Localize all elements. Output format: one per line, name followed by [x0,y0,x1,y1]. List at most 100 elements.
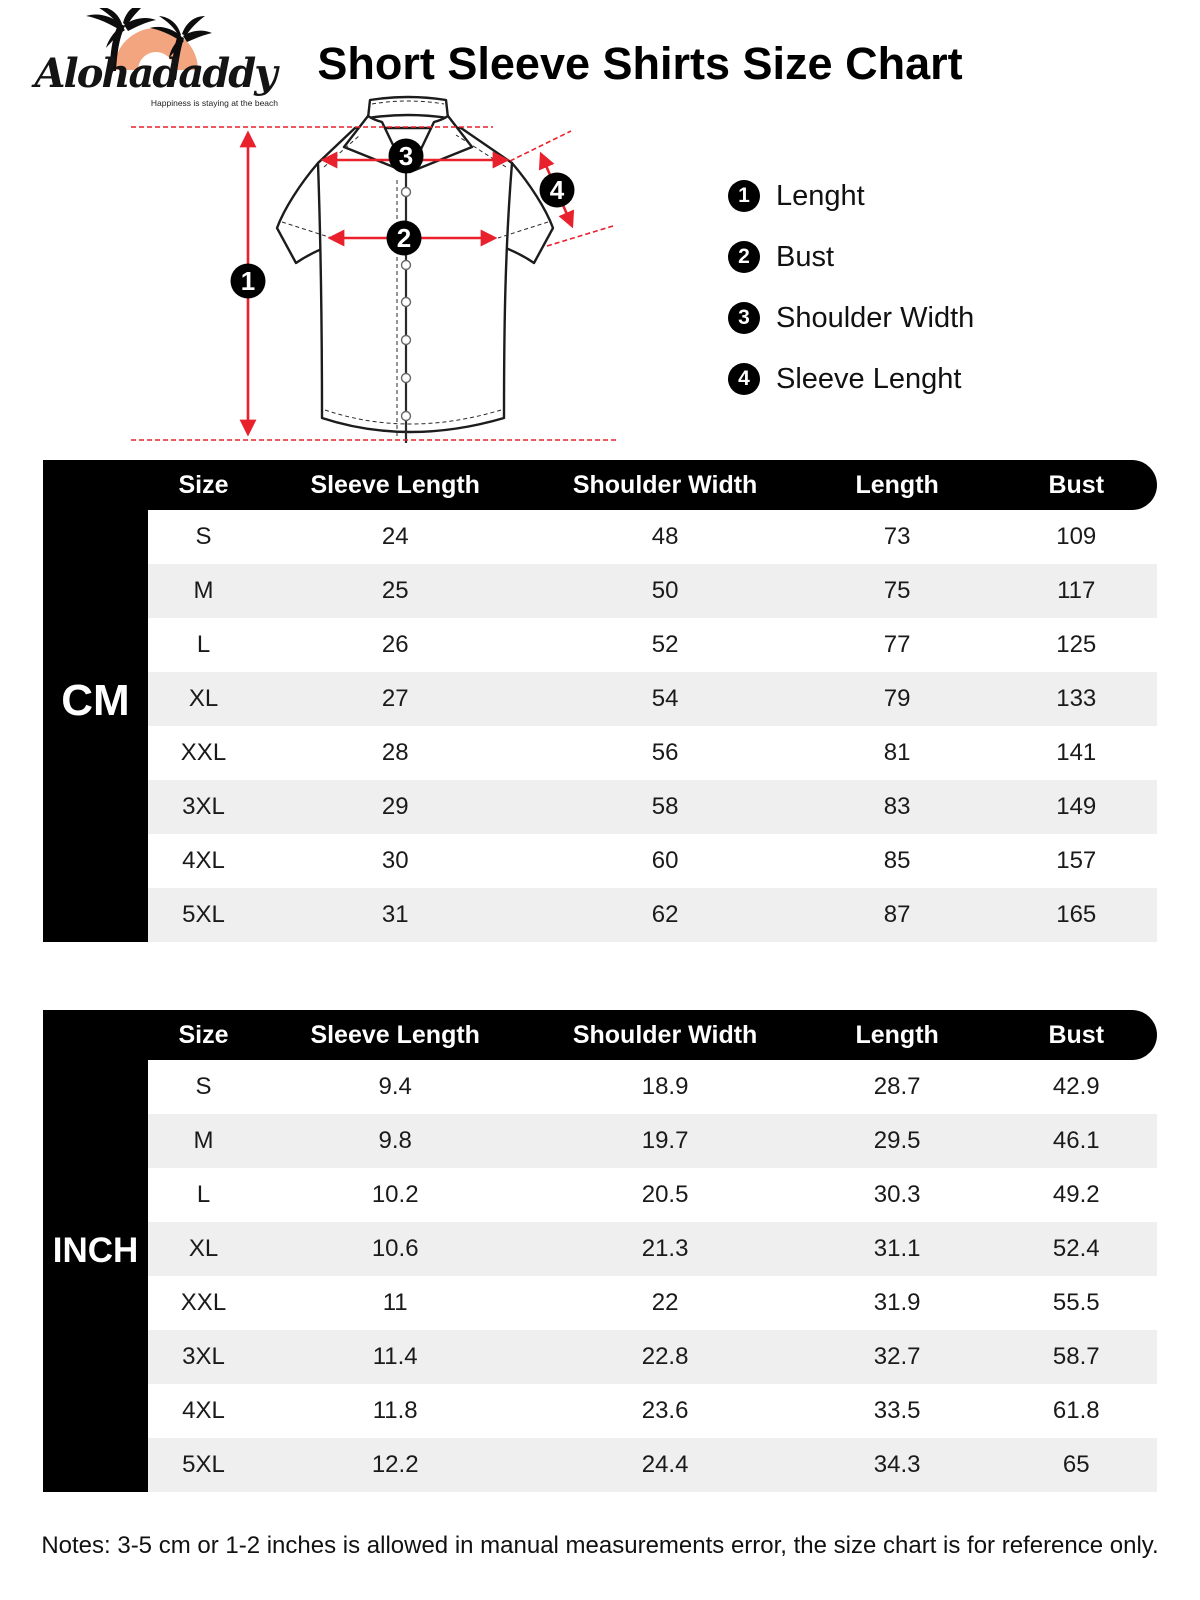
table-cell: 58.7 [1052,1343,1100,1370]
col-header-bust: Bust [1048,1020,1105,1049]
legend-label: Bust [776,240,835,273]
table-cell: 5XL [182,1451,225,1478]
table-cell: 149 [1056,793,1097,820]
table-cell: 12.2 [371,1451,419,1478]
table-row: 4XL 11.8 23.6 33.5 61.8 [148,1384,1157,1438]
notes-text: Notes: 3-5 cm or 1-2 inches is allowed i… [41,1532,1159,1559]
table-cell: 29.5 [873,1127,921,1154]
col-header-shoulder-width: Shoulder Width [572,470,758,499]
col-header-length: Length [855,470,939,499]
table-cell: 3XL [182,793,225,820]
table-cell: 9.4 [378,1073,412,1100]
table-cell: 30.3 [873,1181,921,1208]
table-row: S 24 48 73 109 [148,510,1157,564]
measurement-legend: 1 Lenght 2 Bust 3 Shoulder Width 4 Sleev… [728,180,974,424]
table-cell: 28 [381,739,409,766]
cm-unit-label: CM [43,460,148,942]
table-cell: 60 [651,847,679,874]
badge-4: 4 [550,175,565,205]
table-cell: 24.4 [641,1451,689,1478]
legend-item-length: 1 Lenght [728,180,974,212]
table-cell: 50 [651,577,679,604]
table-row: L 10.2 20.5 30.3 49.2 [148,1168,1157,1222]
table-cell: 27 [381,685,409,712]
table-cell: 75 [883,577,911,604]
table-cell: 19.7 [641,1127,689,1154]
table-cell: 11.8 [372,1397,418,1424]
table-cell: 55.5 [1052,1289,1100,1316]
table-cell: 54 [651,685,679,712]
table-cell: XXL [180,1289,227,1316]
table-cell: 165 [1056,901,1097,928]
col-header-bust: Bust [1048,470,1105,499]
legend-num-4: 4 [728,363,760,395]
table-cell: 73 [883,523,911,550]
table-cell: 77 [883,631,911,658]
table-cell: 56 [651,739,679,766]
col-header-shoulder-width: Shoulder Width [572,1020,758,1049]
table-cell: 141 [1056,739,1097,766]
table-row: XXL 11 22 31.9 55.5 [148,1276,1157,1330]
table-cell: 49.2 [1052,1181,1100,1208]
table-row: XL 27 54 79 133 [148,672,1157,726]
table-cell: 22 [651,1289,679,1316]
table-cell: 133 [1056,685,1097,712]
table-cell: 22.8 [641,1343,689,1370]
table-row: L 26 52 77 125 [148,618,1157,672]
legend-num-3: 3 [728,302,760,334]
col-header-sleeve-length: Sleeve Length [310,1020,480,1049]
legend-item-bust: 2 Bust [728,241,974,273]
legend-item-shoulder-width: 3 Shoulder Width [728,302,974,334]
inch-table-body: S 9.4 18.9 28.7 42.9 M 9.8 19.7 29.5 46.1 L 10.2 20.… [148,1060,1157,1492]
table-cell: S [195,1073,212,1100]
badge-2: 2 [397,223,411,253]
palm-sun-icon [86,8,212,80]
table-cell: 79 [883,685,911,712]
table-cell: 34.3 [873,1451,921,1478]
table-cell: 18.9 [641,1073,689,1100]
legend-label: Shoulder Width [776,301,975,334]
page-title: Short Sleeve Shirts Size Chart [317,38,963,89]
cm-size-table: CM Size Sleeve Length Shoulder Width Len… [43,460,1157,942]
table-cell: 32.7 [873,1343,921,1370]
table-cell: 26 [381,631,409,658]
table-row: 5XL 12.2 24.4 34.3 65 [148,1438,1157,1492]
table-cell: 81 [883,739,911,766]
legend-label: Lenght [776,179,865,212]
table-cell: 21.3 [641,1235,689,1262]
table-cell: 29 [381,793,409,820]
table-cell: 24 [381,523,409,550]
table-cell: 125 [1056,631,1097,658]
table-cell: 31.1 [873,1235,921,1262]
table-cell: XL [188,1235,219,1262]
table-cell: 4XL [182,847,225,874]
sleeve-bottom-guide-line [546,225,614,247]
table-cell: 48 [651,523,679,550]
legend-label: Sleeve Lenght [776,362,962,395]
cm-table-header: Size Sleeve Length Shoulder Width Length… [43,460,1157,510]
table-cell: 157 [1056,847,1097,874]
table-cell: 52.4 [1052,1235,1100,1262]
table-cell: 10.2 [371,1181,419,1208]
shirt-measurement-diagram: 1 2 3 4 [131,95,618,443]
inch-unit-label: INCH [43,1010,148,1492]
table-row: 5XL 31 62 87 165 [148,888,1157,942]
badge-3: 3 [399,141,413,171]
table-cell: 28.7 [873,1073,921,1100]
table-cell: L [196,631,211,658]
diagram-badges: 1 2 3 4 [230,138,575,299]
sleeve-top-guide-line [509,130,572,162]
table-cell: 9.8 [378,1127,412,1154]
badge-1: 1 [241,266,255,296]
table-cell: 33.5 [873,1397,921,1424]
col-header-size: Size [178,1020,229,1049]
table-cell: 87 [883,901,911,928]
table-cell: 10.6 [371,1235,419,1262]
table-cell: M [193,1127,214,1154]
legend-num-1: 1 [728,180,760,212]
table-cell: 11 [382,1289,408,1316]
table-cell: S [195,523,212,550]
table-cell: 58 [651,793,679,820]
legend-item-sleeve-length: 4 Sleeve Lenght [728,363,974,395]
